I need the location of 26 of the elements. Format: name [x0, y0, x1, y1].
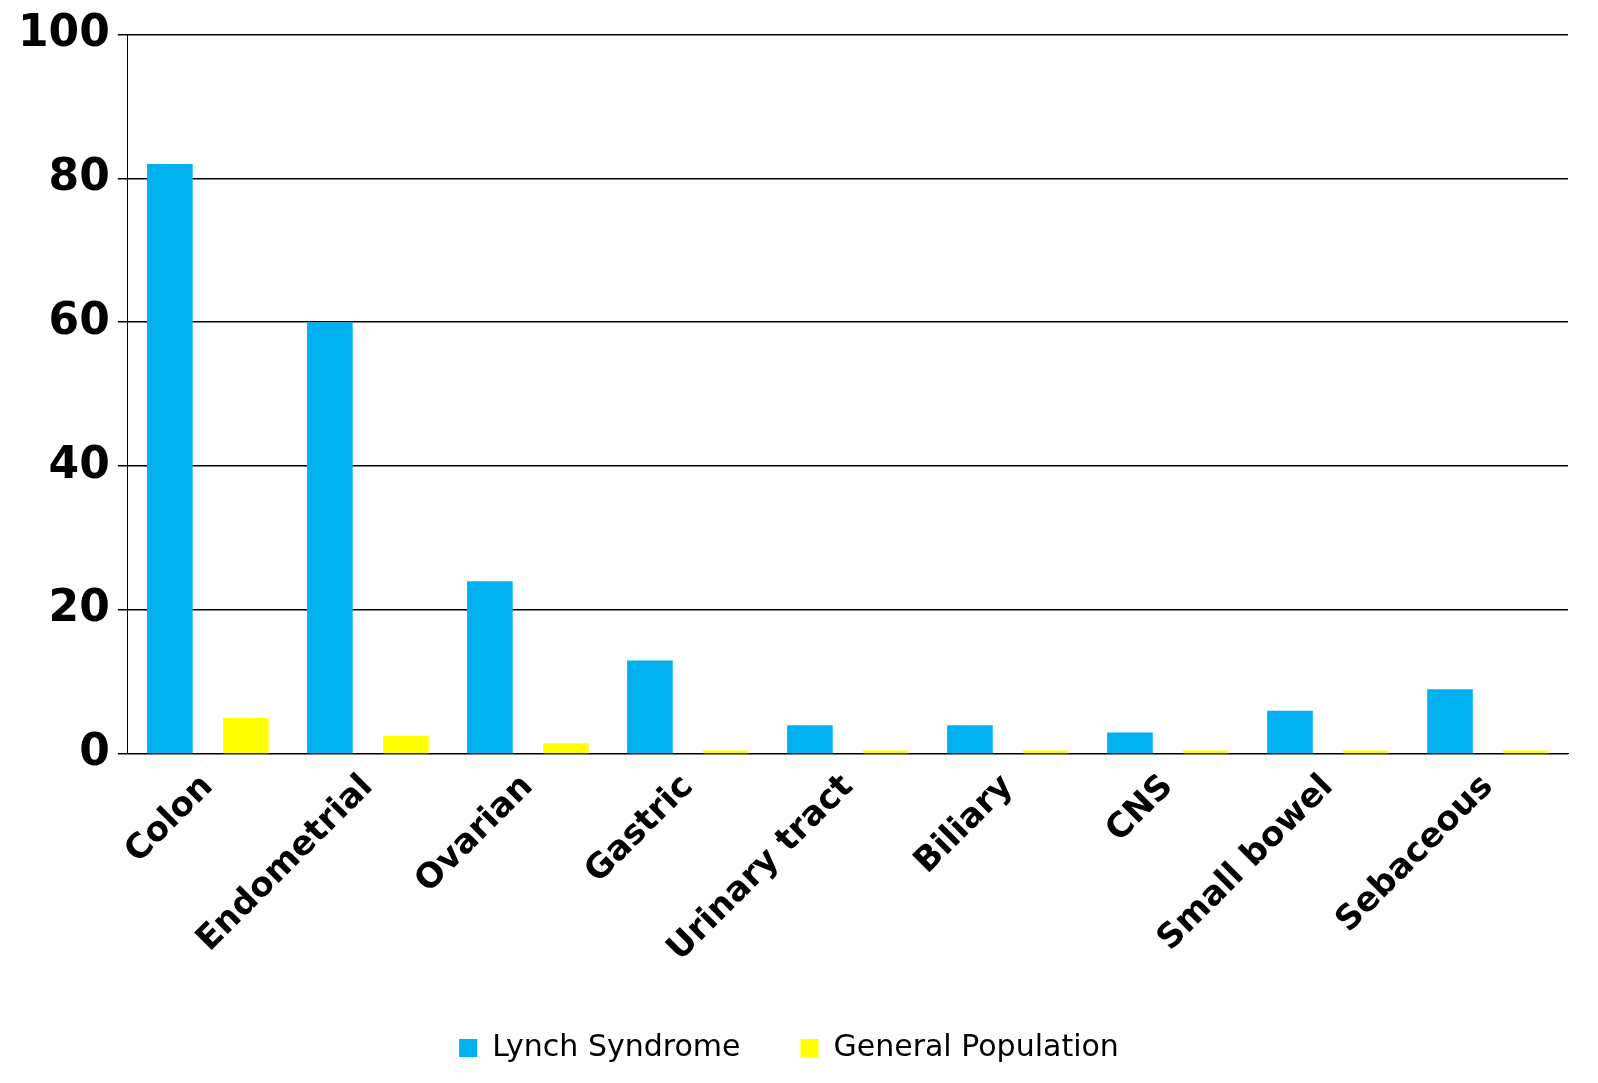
- y-tick-label: 100: [17, 4, 110, 56]
- y-tick-label: 20: [48, 580, 110, 632]
- y-tick-label: 60: [48, 292, 110, 344]
- bar: [467, 581, 513, 754]
- bar: [1503, 750, 1549, 754]
- bar: [703, 750, 749, 754]
- bar: [1343, 750, 1389, 754]
- y-tick-label: 0: [79, 724, 110, 776]
- legend-label: General Population: [833, 1027, 1119, 1063]
- y-tick-label: 80: [48, 148, 110, 200]
- y-tick-label: 40: [48, 436, 110, 488]
- bar: [863, 750, 909, 754]
- bar: [223, 718, 269, 754]
- bar: [543, 743, 589, 754]
- bar: [947, 725, 993, 754]
- bar: [627, 660, 673, 754]
- bar: [1023, 750, 1069, 754]
- bar: [1183, 750, 1229, 754]
- bar: [787, 725, 833, 754]
- bar: [383, 735, 429, 754]
- bar: [307, 322, 353, 754]
- bar: [147, 163, 193, 754]
- bar: [1427, 689, 1473, 754]
- bar: [1107, 732, 1153, 754]
- legend-label: Lynch Syndrome: [492, 1027, 741, 1063]
- bar: [1267, 710, 1313, 754]
